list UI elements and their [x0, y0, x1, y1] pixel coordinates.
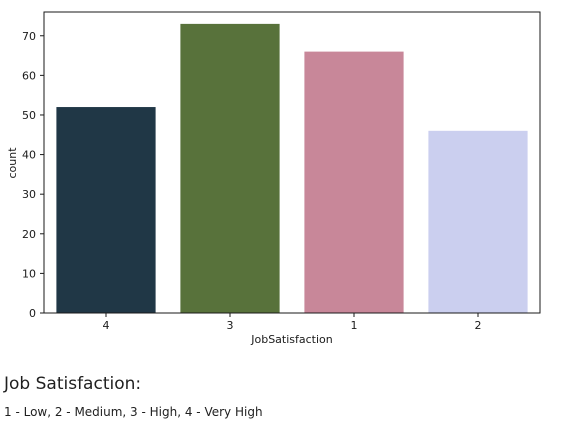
x-tick-label: 1	[351, 319, 358, 332]
y-tick-label: 20	[22, 228, 36, 241]
section-heading: Job Satisfaction:	[4, 374, 142, 394]
plot-frame	[43, 11, 541, 314]
y-tick-label: 0	[29, 307, 36, 320]
y-tick-label: 70	[22, 30, 36, 43]
satisfaction-legend-text: 1 - Low, 2 - Medium, 3 - High, 4 - Very …	[4, 405, 263, 419]
bar-2	[428, 130, 528, 313]
bars-group	[56, 23, 528, 314]
bar-3	[180, 23, 280, 313]
y-tick-label: 30	[22, 188, 36, 201]
x-axis-label: JobSatisfaction	[250, 333, 333, 346]
y-tick-label: 40	[22, 149, 36, 162]
x-tick-label: 4	[103, 319, 110, 332]
bar-chart: 0 10 20 30 40 50 60 70 4 3 1 2 JobSatisfaction cou…	[6, 11, 541, 346]
y-axis: 0 10 20 30 40 50 60 70	[22, 30, 44, 320]
bar-4	[56, 107, 156, 313]
y-tick-label: 60	[22, 69, 36, 82]
y-axis-label: count	[6, 147, 19, 179]
bar-1	[304, 51, 404, 314]
x-tick-label: 2	[475, 319, 482, 332]
x-tick-label: 3	[227, 319, 234, 332]
y-tick-label: 50	[22, 109, 36, 122]
x-axis: 4 3 1 2	[103, 313, 482, 332]
y-tick-label: 10	[22, 267, 36, 280]
